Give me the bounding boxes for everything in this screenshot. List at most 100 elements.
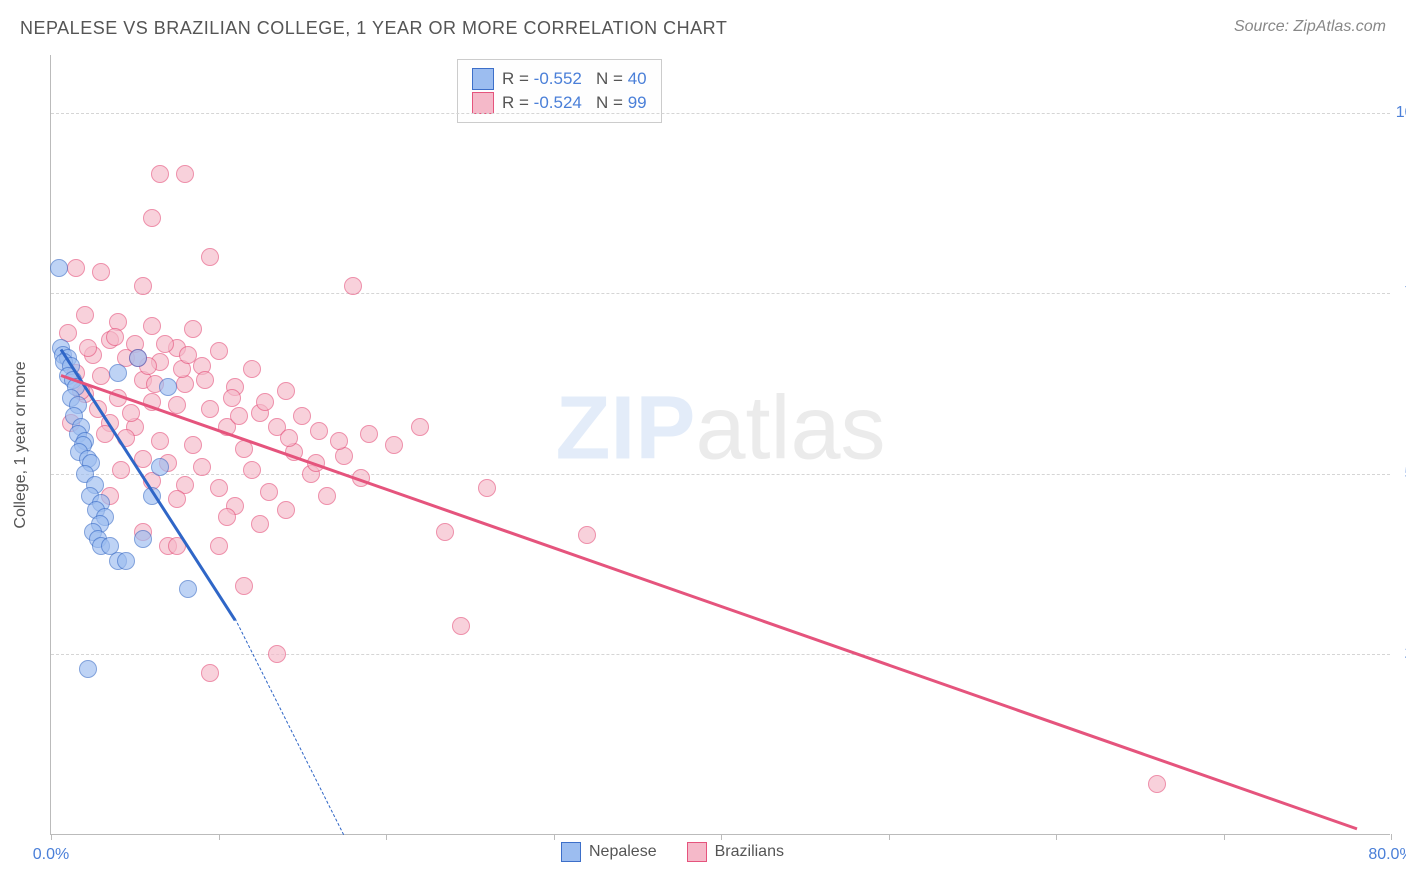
data-point xyxy=(151,432,169,450)
data-point xyxy=(243,461,261,479)
y-axis-title: College, 1 year or more xyxy=(12,361,30,528)
legend-swatch-brazilians xyxy=(472,92,494,114)
n-value-nepalese: 40 xyxy=(628,69,647,88)
header: NEPALESE VS BRAZILIAN COLLEGE, 1 YEAR OR… xyxy=(20,18,1386,39)
data-point xyxy=(151,165,169,183)
data-point xyxy=(143,317,161,335)
data-point xyxy=(385,436,403,454)
y-tick-label: 50.0% xyxy=(1395,465,1406,483)
x-tick xyxy=(554,834,555,840)
data-point xyxy=(578,526,596,544)
data-point xyxy=(92,263,110,281)
data-point xyxy=(210,537,228,555)
data-point xyxy=(79,339,97,357)
legend-item-brazilians: Brazilians xyxy=(687,842,784,862)
legend-row-nepalese: R = -0.552 N = 40 xyxy=(472,68,647,90)
data-point xyxy=(184,320,202,338)
watermark: ZIPatlas xyxy=(555,377,885,480)
data-point xyxy=(251,515,269,533)
legend-swatch-nepalese xyxy=(472,68,494,90)
data-point xyxy=(230,407,248,425)
x-tick-label: 80.0% xyxy=(1368,846,1406,864)
gridline xyxy=(51,293,1390,294)
n-value-brazilians: 99 xyxy=(628,93,647,112)
r-value-brazilians: -0.524 xyxy=(534,93,582,112)
x-tick xyxy=(889,834,890,840)
data-point xyxy=(76,306,94,324)
legend-row-brazilians: R = -0.524 N = 99 xyxy=(472,92,647,114)
data-point xyxy=(452,617,470,635)
data-point xyxy=(243,360,261,378)
data-point xyxy=(134,530,152,548)
data-point xyxy=(50,259,68,277)
x-tick-label: 0.0% xyxy=(33,846,69,864)
data-point xyxy=(344,277,362,295)
x-tick xyxy=(1056,834,1057,840)
trend-line xyxy=(61,374,1358,830)
gridline xyxy=(51,113,1390,114)
data-point xyxy=(159,378,177,396)
data-point xyxy=(168,490,186,508)
chart-title: NEPALESE VS BRAZILIAN COLLEGE, 1 YEAR OR… xyxy=(20,18,727,39)
data-point xyxy=(201,248,219,266)
data-point xyxy=(196,371,214,389)
data-point xyxy=(478,479,496,497)
data-point xyxy=(1148,775,1166,793)
data-point xyxy=(156,335,174,353)
y-tick-label: 75.0% xyxy=(1395,284,1406,302)
legend-swatch-nepalese-bottom xyxy=(561,842,581,862)
data-point xyxy=(143,209,161,227)
r-value-nepalese: -0.552 xyxy=(534,69,582,88)
data-point xyxy=(176,165,194,183)
data-point xyxy=(360,425,378,443)
x-tick xyxy=(721,834,722,840)
data-point xyxy=(411,418,429,436)
x-tick xyxy=(219,834,220,840)
data-point xyxy=(277,382,295,400)
legend-item-nepalese: Nepalese xyxy=(561,842,657,862)
y-tick-label: 100.0% xyxy=(1395,104,1406,122)
data-point xyxy=(210,342,228,360)
legend-label-nepalese: Nepalese xyxy=(589,843,657,861)
data-point xyxy=(210,479,228,497)
series-legend: Nepalese Brazilians xyxy=(561,842,784,862)
data-point xyxy=(151,458,169,476)
trend-line xyxy=(235,619,345,836)
data-point xyxy=(179,580,197,598)
x-tick xyxy=(386,834,387,840)
data-point xyxy=(318,487,336,505)
data-point xyxy=(109,364,127,382)
data-point xyxy=(92,367,110,385)
source-attribution: Source: ZipAtlas.com xyxy=(1234,18,1386,39)
data-point xyxy=(268,645,286,663)
data-point xyxy=(79,660,97,678)
data-point xyxy=(112,461,130,479)
data-point xyxy=(277,501,295,519)
data-point xyxy=(436,523,454,541)
data-point xyxy=(256,393,274,411)
x-tick xyxy=(1224,834,1225,840)
data-point xyxy=(129,349,147,367)
data-point xyxy=(310,422,328,440)
data-point xyxy=(67,259,85,277)
y-tick-label: 25.0% xyxy=(1395,645,1406,663)
data-point xyxy=(293,407,311,425)
data-point xyxy=(330,432,348,450)
scatter-plot: College, 1 year or more ZIPatlas R = -0.… xyxy=(50,55,1390,835)
data-point xyxy=(201,400,219,418)
data-point xyxy=(184,436,202,454)
data-point xyxy=(179,346,197,364)
x-tick xyxy=(51,834,52,840)
data-point xyxy=(122,404,140,422)
watermark-zip: ZIP xyxy=(555,378,695,478)
data-point xyxy=(201,664,219,682)
x-tick xyxy=(1391,834,1392,840)
legend-swatch-brazilians-bottom xyxy=(687,842,707,862)
data-point xyxy=(106,328,124,346)
data-point xyxy=(134,277,152,295)
data-point xyxy=(280,429,298,447)
data-point xyxy=(193,458,211,476)
data-point xyxy=(218,508,236,526)
data-point xyxy=(235,577,253,595)
data-point xyxy=(223,389,241,407)
